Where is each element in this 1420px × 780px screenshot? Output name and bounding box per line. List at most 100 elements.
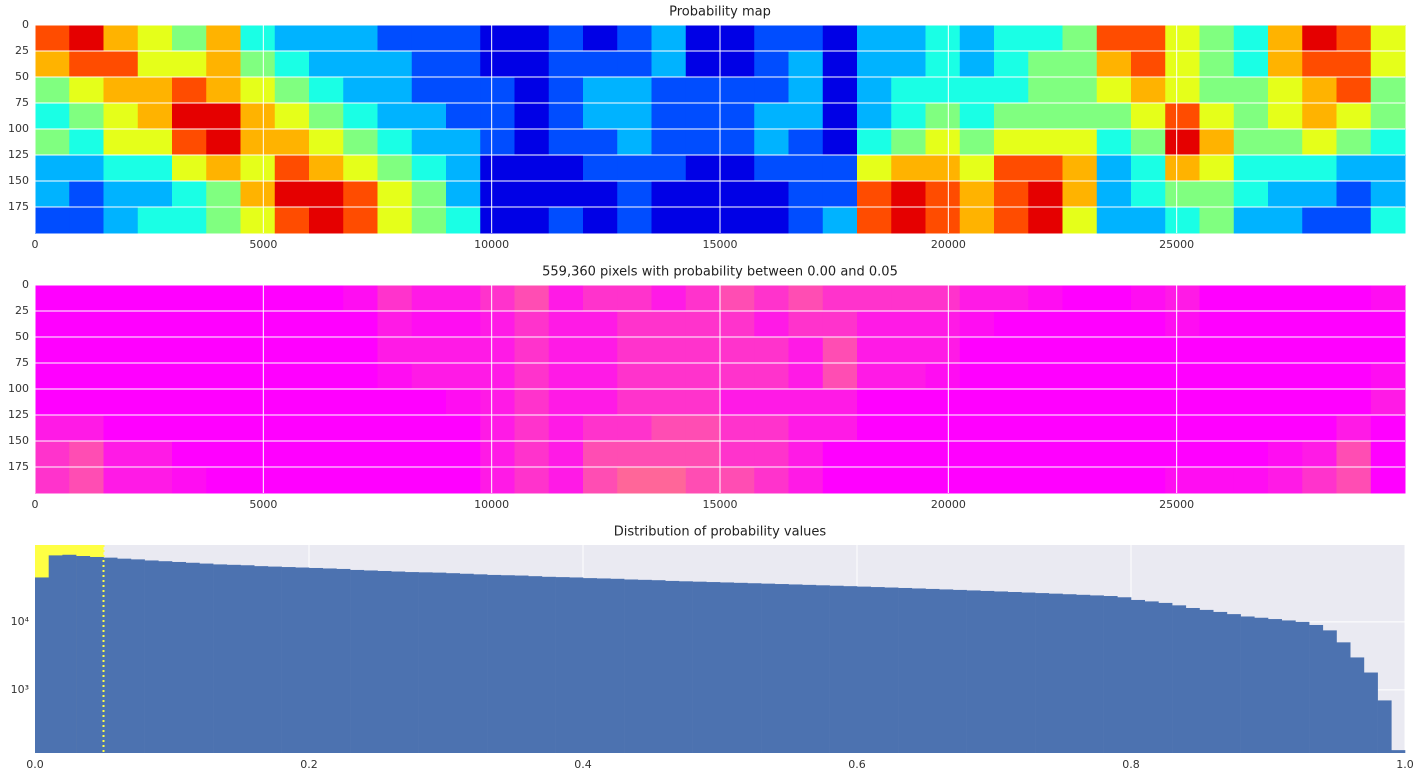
heatmap-cell [480, 129, 515, 156]
heatmap-cell [35, 103, 70, 130]
histogram-bar [843, 586, 858, 753]
heatmap-cell [103, 207, 139, 234]
histogram-bar [1226, 614, 1241, 753]
heatmap-cell [172, 415, 207, 442]
heatmap-cell [1062, 207, 1098, 234]
y-tick-label: 0 [22, 278, 29, 291]
heatmap-cell [685, 51, 721, 78]
heatmap-cell [583, 415, 618, 442]
histogram-bar [733, 582, 748, 753]
heatmap-cell [685, 415, 721, 442]
heatmap-cell [309, 51, 344, 78]
heatmap-cell [1096, 285, 1132, 312]
heatmap-cell [514, 129, 550, 156]
heatmap-cell [583, 207, 618, 234]
heatmap-cell [754, 51, 789, 78]
heatmap-cell [1028, 337, 1063, 364]
heatmap-cell [959, 129, 995, 156]
heatmap-cell [206, 415, 241, 442]
heatmap-cell [1199, 389, 1235, 416]
heatmap-cell [1336, 77, 1372, 104]
heatmap-cell [925, 207, 961, 234]
heatmap-cell [172, 389, 207, 416]
heatmap-cell [822, 129, 858, 156]
heatmap-cell [1028, 51, 1063, 78]
histogram-bar [158, 561, 173, 753]
heatmap-cell [411, 285, 447, 312]
heatmap-cell [891, 103, 926, 130]
heatmap-cell [1268, 415, 1303, 442]
heatmap-cell [548, 77, 584, 104]
heatmap-cell [1233, 441, 1269, 468]
heatmap-cell [754, 285, 789, 312]
heatmap-cell [1268, 103, 1303, 130]
heatmap-cell [891, 467, 926, 494]
x-tick-label: 20000 [931, 238, 966, 251]
heatmap-cell [1131, 129, 1166, 156]
heatmap-cell [1165, 51, 1200, 78]
heatmap-cell [69, 285, 104, 312]
heatmap-cell [788, 467, 824, 494]
heatmap-cell [103, 441, 139, 468]
histogram-bar [1268, 619, 1282, 753]
heatmap-cell [1028, 77, 1063, 104]
heatmap-cell [1302, 337, 1337, 364]
histogram-bar [117, 558, 132, 753]
heatmap-cell [959, 311, 995, 338]
heatmap-cell [343, 337, 378, 364]
heatmap-cell [1233, 389, 1269, 416]
heatmap-cell [822, 467, 858, 494]
histogram-bar [1254, 617, 1269, 753]
heatmap-cell [103, 467, 139, 494]
heatmap-cell [685, 285, 721, 312]
x-tick-label: 15000 [703, 498, 738, 511]
heatmap-cell [274, 441, 310, 468]
heatmap-cell [857, 285, 892, 312]
heatmap-cell [548, 363, 584, 390]
heatmap-cell [891, 441, 926, 468]
heatmap-cell [343, 129, 378, 156]
heatmap-cell [480, 363, 515, 390]
heatmap-cell [1062, 389, 1098, 416]
heatmap-cell [309, 311, 344, 338]
heatmap-cell [583, 77, 618, 104]
heatmap-cell [1370, 467, 1406, 494]
heatmap-cell [69, 337, 104, 364]
heatmap-cell [1165, 415, 1200, 442]
heatmap-cell [788, 181, 824, 208]
heatmap-cell [343, 77, 378, 104]
heatmap-cell [857, 467, 892, 494]
heatmap-cell [651, 51, 687, 78]
heatmap-cell [822, 207, 858, 234]
heatmap-cell [35, 311, 70, 338]
heatmap-cell [240, 129, 276, 156]
heatmap-cell [514, 181, 550, 208]
heatmap-cell [651, 415, 687, 442]
heatmap-cell [822, 77, 858, 104]
heatmap-cell [720, 181, 755, 208]
histogram-bar [966, 590, 981, 753]
histogram-bar [35, 577, 49, 753]
histogram-bar [185, 562, 200, 753]
histogram-bar [692, 581, 707, 753]
heatmap-cell [1062, 129, 1098, 156]
heatmap-cell [720, 415, 755, 442]
heatmap-cell [994, 51, 1029, 78]
histogram-bar [980, 590, 995, 753]
heatmap-cell [480, 207, 515, 234]
heatmap-cell [1336, 129, 1372, 156]
y-tick-label: 10³ [11, 683, 29, 696]
histogram-bar [1117, 597, 1132, 753]
histogram-bar [596, 578, 611, 753]
heatmap-cell [685, 103, 721, 130]
histogram-bar [720, 582, 734, 753]
heatmap-cell [959, 337, 995, 364]
heatmap-cell [891, 311, 926, 338]
heatmap-cell [959, 467, 995, 494]
heatmap-cell [1165, 103, 1200, 130]
histogram-bar [665, 580, 680, 753]
heatmap-cell [1028, 129, 1063, 156]
histogram-bar [514, 575, 529, 753]
heatmap-cell [788, 77, 824, 104]
